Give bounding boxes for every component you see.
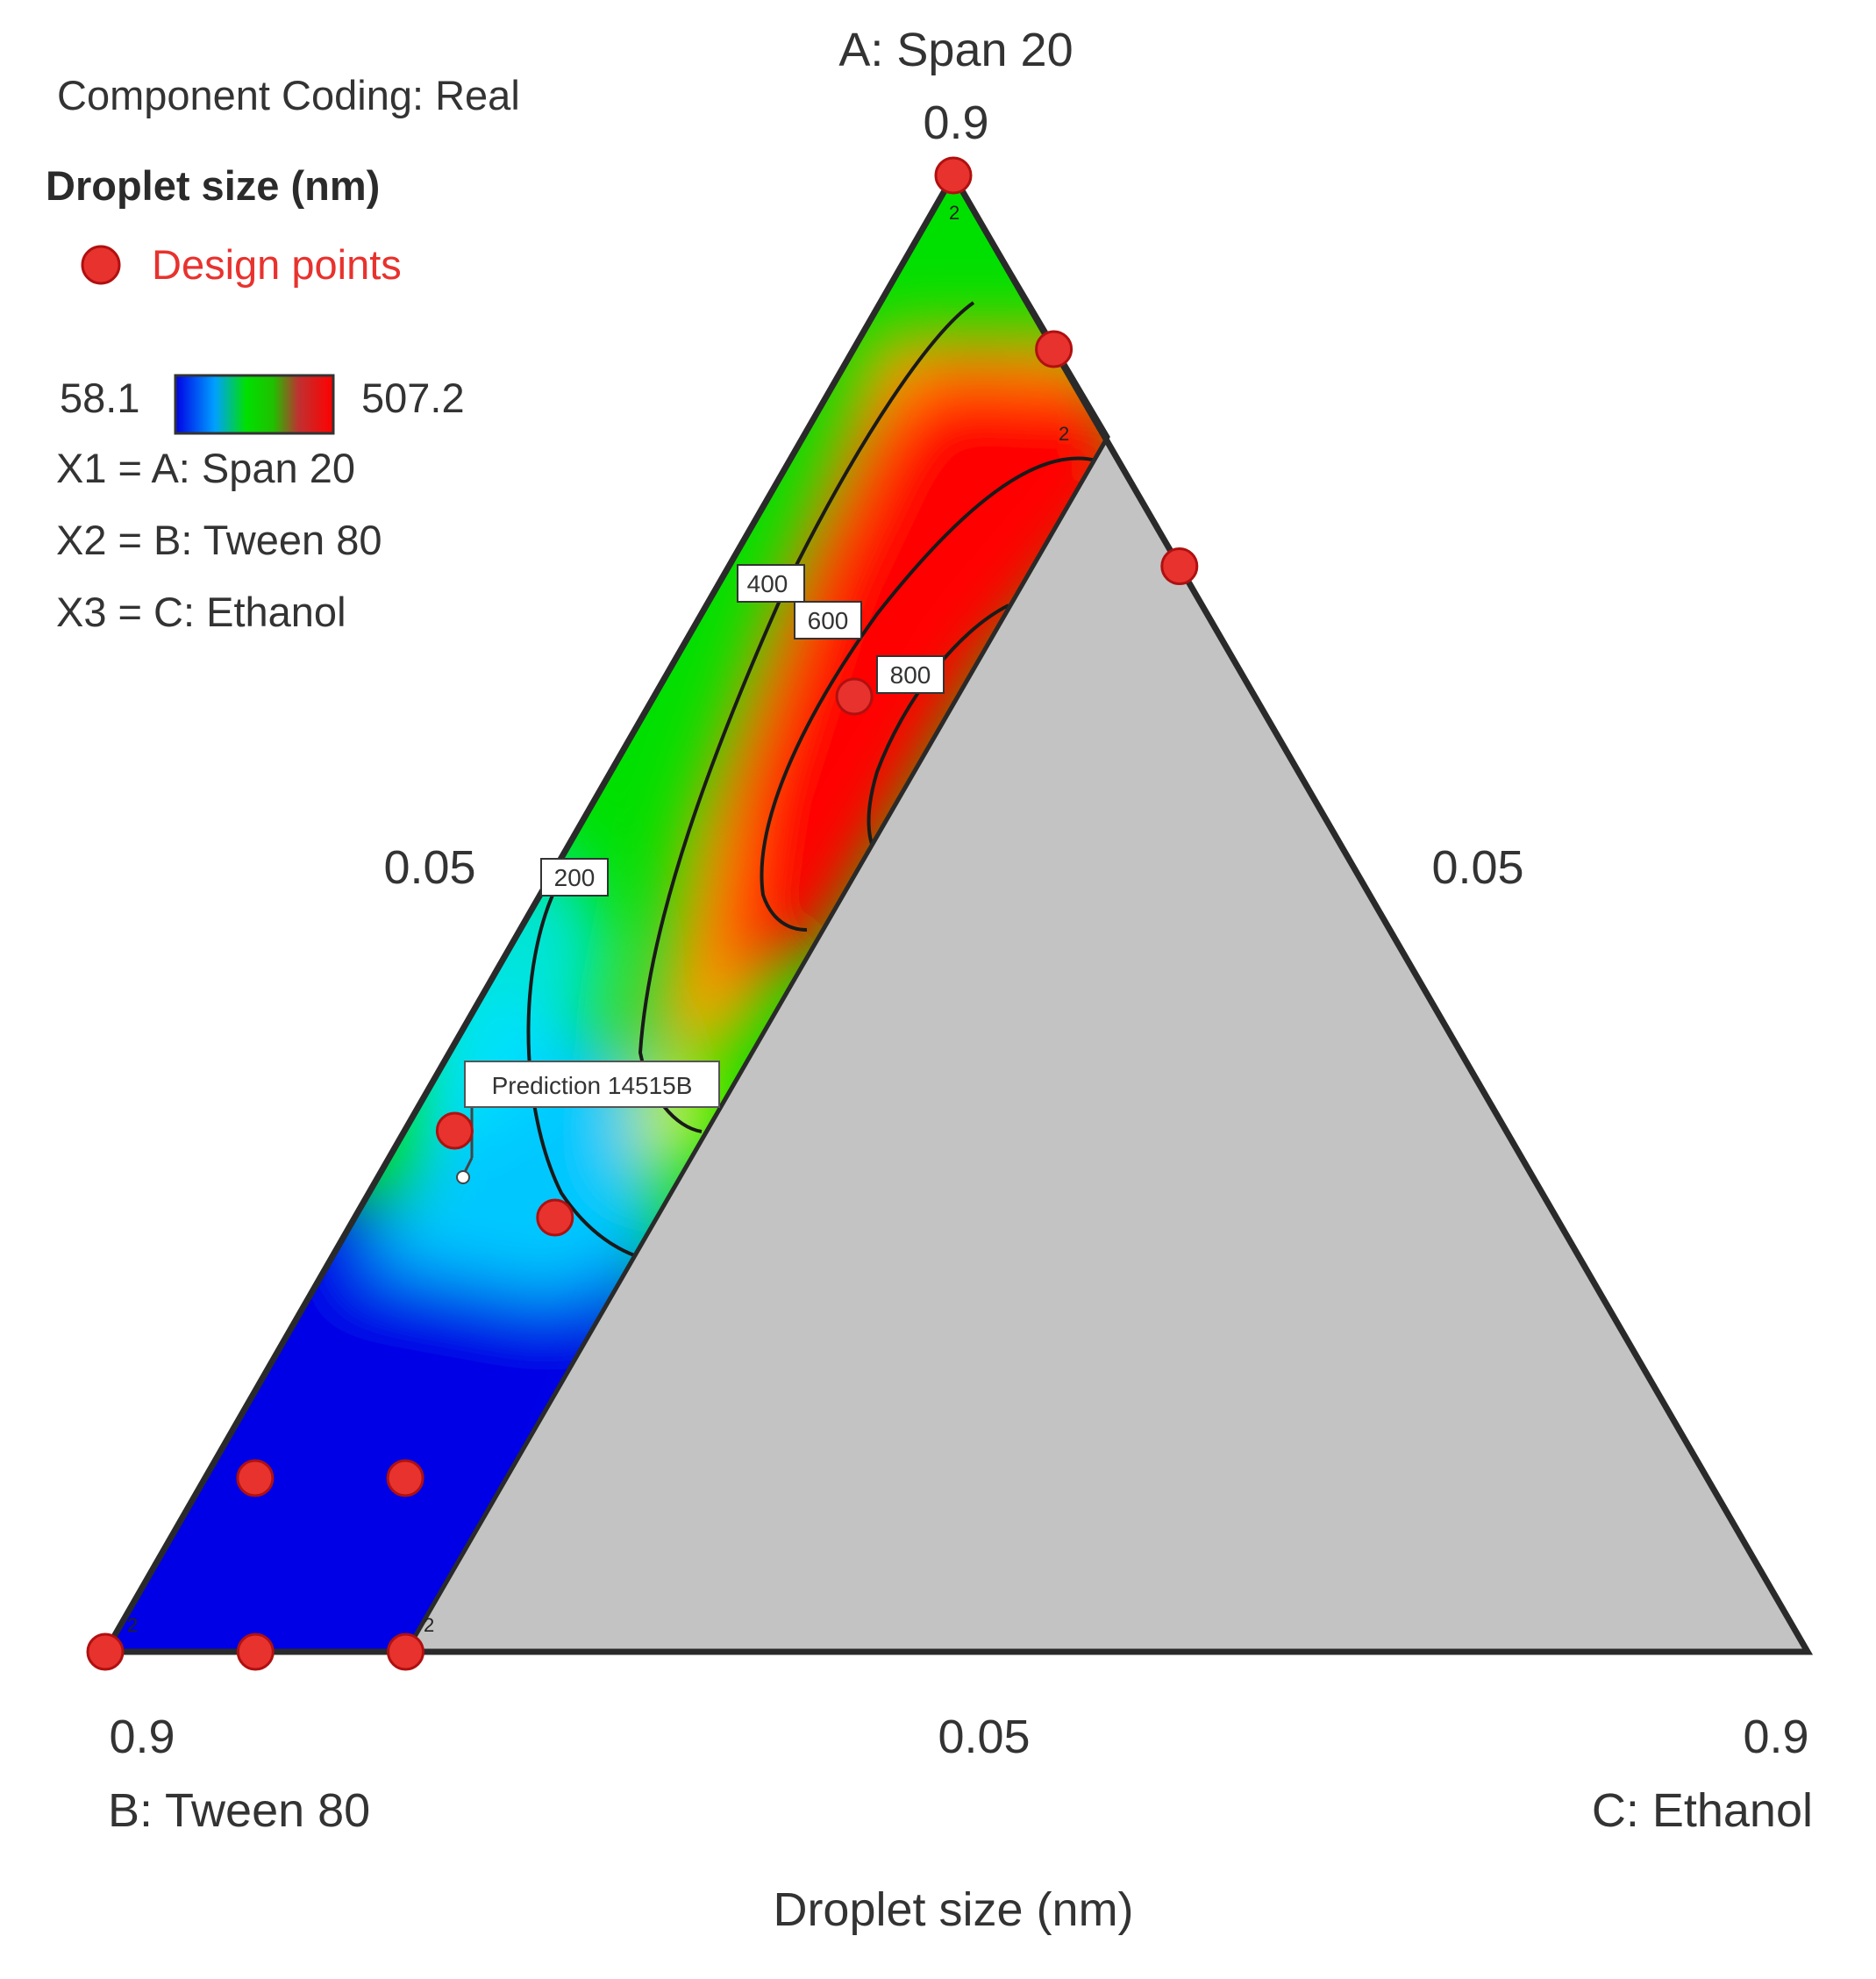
design-point-1[interactable] [934, 156, 973, 195]
chart-title: Droplet size (nm) [773, 1883, 1133, 1936]
contour-line-800 [867, 604, 1009, 857]
tick-a-high: 0.9 [923, 96, 988, 149]
svg-text:200: 200 [554, 864, 596, 891]
tick-b-mid: 0.05 [938, 1711, 1030, 1763]
vertex-label-c: C: Ethanol [1592, 1784, 1813, 1837]
factor-x3: X3 = C: Ethanol [56, 589, 346, 635]
design-point-2[interactable] [1035, 330, 1074, 368]
vertex-label-b: B: Tween 80 [108, 1784, 370, 1837]
svg-text:2: 2 [1059, 423, 1069, 445]
contour-label-200: 200 [540, 858, 609, 897]
legend-title: Droplet size (nm) [46, 162, 380, 209]
prediction-label: Prediction 14515B [492, 1072, 693, 1099]
svg-text:400: 400 [747, 570, 788, 597]
factor-x2: X2 = B: Tween 80 [56, 517, 382, 563]
contour-label-600: 600 [794, 601, 862, 639]
tick-c-mid: 0.05 [1431, 841, 1523, 894]
contour-label-800: 800 [876, 655, 945, 694]
ternary-triangle-outline [99, 168, 1814, 1655]
legend-design-point-marker [81, 245, 121, 285]
design-point-3[interactable] [1160, 547, 1199, 585]
contour-line-200 [526, 876, 676, 1265]
factor-x1: X1 = A: Span 20 [56, 445, 355, 491]
design-point-11[interactable] [387, 1632, 424, 1671]
design-point-6[interactable] [536, 1198, 574, 1237]
prediction-flag[interactable]: Prediction 14515B [456, 1061, 720, 1184]
svg-text:2: 2 [424, 1614, 434, 1636]
svg-text:600: 600 [808, 607, 849, 634]
svg-text:2: 2 [127, 1614, 138, 1636]
colorbar-max: 507.2 [361, 375, 465, 421]
replicate-markers: 2 2 2 2 [127, 202, 1069, 1636]
design-point-5[interactable] [435, 1111, 474, 1150]
tick-a-mid: 0.05 [383, 841, 475, 894]
tick-b-high: 0.9 [109, 1711, 175, 1763]
colorbar [174, 374, 335, 435]
tick-c-high: 0.9 [1743, 1711, 1808, 1763]
design-point-7[interactable] [236, 1459, 275, 1497]
legend: Component Coding: Real Droplet size (nm)… [46, 72, 520, 635]
legend-design-points: Design points [152, 241, 402, 288]
design-point-9[interactable] [86, 1632, 125, 1671]
design-point-8[interactable] [386, 1459, 424, 1497]
vertex-label-a: A: Span 20 [838, 24, 1073, 76]
contour-label-400: 400 [737, 564, 805, 603]
design-point-4[interactable] [835, 677, 874, 716]
contour-line-600 [760, 456, 1097, 932]
svg-text:2: 2 [949, 202, 959, 224]
colorbar-min: 58.1 [60, 375, 139, 421]
svg-text:800: 800 [890, 661, 931, 689]
design-point-10[interactable] [236, 1632, 275, 1671]
design-points [86, 156, 1199, 1671]
component-coding: Component Coding: Real [57, 72, 520, 118]
